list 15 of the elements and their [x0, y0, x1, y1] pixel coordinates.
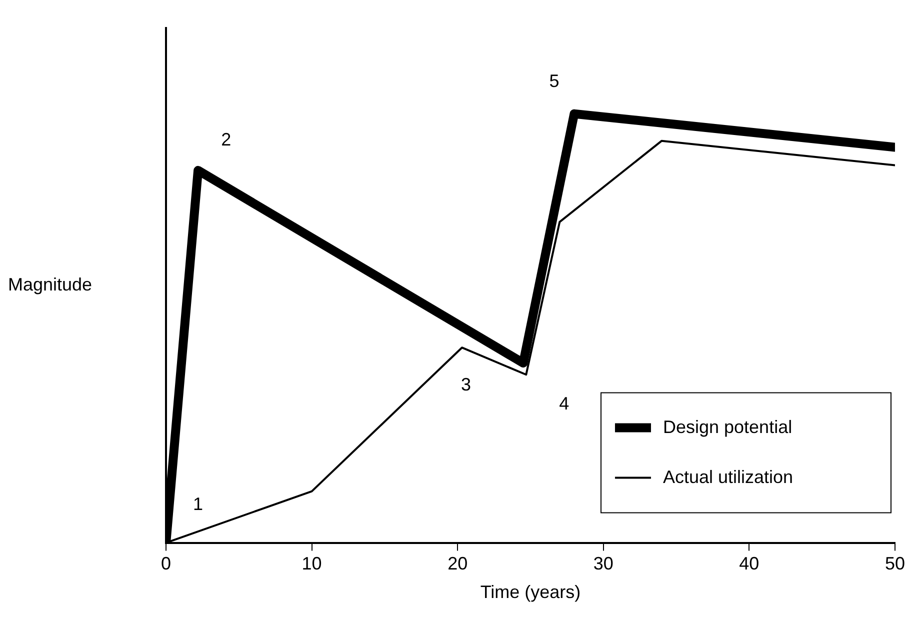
x-tick-label: 50 — [884, 554, 906, 574]
x-tick-label: 0 — [160, 554, 172, 574]
annotation: 2 — [221, 129, 232, 150]
x-axis-title: Time (years) — [480, 582, 581, 602]
x-tick-label: 20 — [448, 554, 468, 574]
annotation: 1 — [192, 494, 204, 514]
y-axis-title: Magnitude — [8, 274, 92, 294]
annotation: 3 — [460, 374, 471, 395]
x-tick-label: 10 — [302, 554, 322, 574]
annotation: 4 — [559, 394, 570, 414]
legend-label: Design potential — [662, 416, 792, 437]
x-tick-label: 40 — [739, 554, 760, 574]
x-tick-label: 30 — [593, 554, 614, 574]
annotation: 5 — [549, 70, 560, 91]
legend-label: Actual utilization — [662, 466, 794, 487]
